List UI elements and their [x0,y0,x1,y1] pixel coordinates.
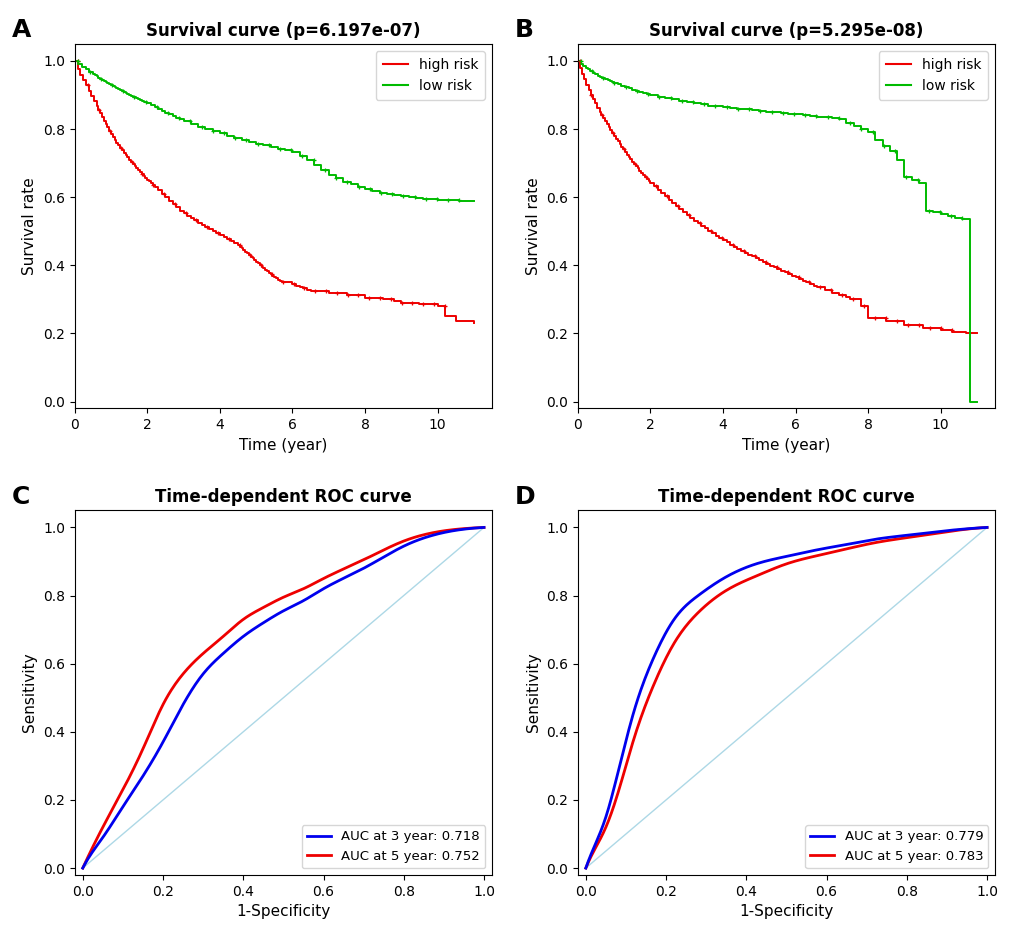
X-axis label: 1-Specificity: 1-Specificity [739,904,833,919]
Text: A: A [12,19,32,42]
X-axis label: 1-Specificity: 1-Specificity [236,904,330,919]
Title: Time-dependent ROC curve: Time-dependent ROC curve [657,488,914,506]
Legend: AUC at 3 year: 0.779, AUC at 5 year: 0.783: AUC at 3 year: 0.779, AUC at 5 year: 0.7… [804,825,987,869]
X-axis label: Time (year): Time (year) [742,438,829,453]
Legend: high risk, low risk: high risk, low risk [375,51,485,100]
Y-axis label: Sensitivity: Sensitivity [22,652,38,732]
Y-axis label: Survival rate: Survival rate [22,178,38,275]
X-axis label: Time (year): Time (year) [238,438,327,453]
Text: D: D [515,485,535,509]
Legend: high risk, low risk: high risk, low risk [877,51,987,100]
Legend: AUC at 3 year: 0.718, AUC at 5 year: 0.752: AUC at 3 year: 0.718, AUC at 5 year: 0.7… [302,825,485,869]
Text: B: B [515,19,534,42]
Text: C: C [12,485,31,509]
Y-axis label: Survival rate: Survival rate [525,178,540,275]
Title: Time-dependent ROC curve: Time-dependent ROC curve [155,488,412,506]
Title: Survival curve (p=6.197e-07): Survival curve (p=6.197e-07) [146,22,420,39]
Title: Survival curve (p=5.295e-08): Survival curve (p=5.295e-08) [649,22,923,39]
Y-axis label: Sensitivity: Sensitivity [525,652,540,732]
